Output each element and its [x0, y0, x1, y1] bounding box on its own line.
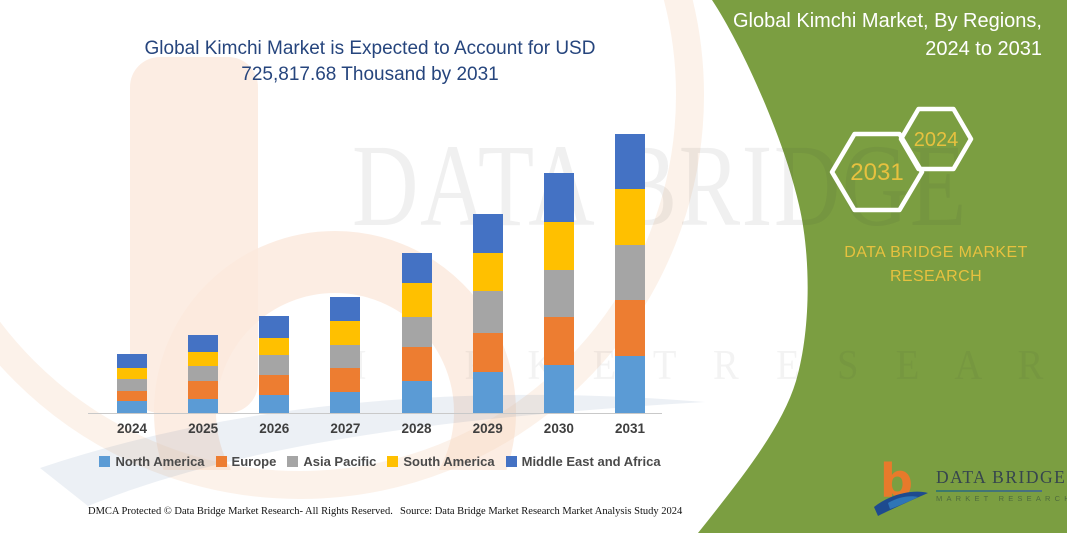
bar-segment-asia-pacific: [188, 366, 219, 382]
x-axis-label-2030: 2030: [543, 421, 574, 436]
legend-swatch-icon: [387, 456, 399, 467]
legend-swatch-icon: [287, 456, 299, 467]
hexagon-2031-label: 2031: [850, 159, 903, 186]
databridge-logo: b DATA BRIDGE MARKET RESEARCH: [872, 455, 1067, 521]
bar-segment-asia-pacific: [543, 269, 574, 318]
legend-label: South America: [403, 454, 495, 469]
x-axis-label-2028: 2028: [401, 421, 432, 436]
legend-item-middle-east-and-africa: Middle East and Africa: [505, 454, 661, 469]
bar-segment-north-america: [330, 392, 361, 413]
bar-segment-asia-pacific: [472, 291, 503, 334]
bar-segment-europe: [543, 317, 574, 365]
hexagon-2031-icon: [829, 131, 925, 213]
bar-segment-south-america: [401, 283, 432, 318]
panel-brand-line1: DATA BRIDGE MARKET: [844, 244, 1028, 261]
bar-2029: [472, 213, 503, 413]
footer-dmca-text: DMCA Protected © Data Bridge Market Rese…: [88, 506, 393, 517]
bar-2030: [543, 173, 574, 413]
legend-item-north-america: North America: [99, 454, 205, 469]
bar-segment-middle-east-and-africa: [614, 134, 645, 190]
bar-segment-north-america: [614, 355, 645, 413]
bar-2026: [259, 316, 290, 413]
bar-segment-middle-east-and-africa: [472, 213, 503, 253]
x-axis-label-2024: 2024: [116, 421, 148, 436]
legend-label: North America: [115, 454, 205, 469]
footer-source-text: Source: Data Bridge Market Research Mark…: [400, 506, 683, 517]
bar-segment-asia-pacific: [117, 379, 147, 391]
x-axis-label-2029: 2029: [472, 421, 503, 436]
bar-2027: [330, 297, 361, 413]
bar-segment-south-america: [472, 252, 503, 292]
x-axis-label-2027: 2027: [330, 421, 361, 436]
bar-segment-south-america: [259, 337, 290, 355]
bar-segment-middle-east-and-africa: [401, 253, 432, 284]
bar-segment-europe: [472, 333, 503, 373]
hexagon-2024-label: 2024: [914, 129, 959, 151]
bar-segment-middle-east-and-africa: [330, 297, 361, 322]
bar-segment-asia-pacific: [259, 354, 290, 376]
bar-segment-north-america: [543, 364, 574, 413]
bar-segment-middle-east-and-africa: [188, 334, 219, 352]
legend-item-asia-pacific: Asia Pacific: [287, 454, 376, 469]
bar-segment-north-america: [117, 400, 147, 413]
chart-title-line2: 725,817.68 Thousand by 2031: [241, 64, 499, 85]
chart-title-line1: Global Kimchi Market is Expected to Acco…: [144, 38, 596, 59]
bar-2024: [117, 354, 147, 413]
bar-2025: [188, 334, 219, 413]
hexagon-2024-badge: 2024: [898, 106, 974, 172]
bar-segment-asia-pacific: [614, 244, 645, 301]
bar-segment-europe: [188, 381, 219, 399]
databridge-logo-subtitle: MARKET RESEARCH: [936, 494, 1067, 503]
bar-2028: [401, 253, 432, 413]
bar-2031: [614, 134, 645, 413]
databridge-logo-text: DATA BRIDGE MARKET RESEARCH: [936, 455, 1067, 503]
x-axis-label-2031: 2031: [614, 421, 645, 436]
bar-segment-asia-pacific: [401, 317, 432, 348]
bar-segment-middle-east-and-africa: [259, 316, 290, 338]
bar-segment-north-america: [188, 399, 219, 413]
panel-title-line1: Global Kimchi Market, By Regions,: [732, 10, 1042, 32]
x-axis-label-2025: 2025: [188, 421, 219, 436]
green-panel-shape: [698, 0, 1067, 533]
hexagon-2031-badge: 2031: [829, 131, 925, 213]
bar-segment-south-america: [117, 368, 147, 380]
legend-swatch-icon: [215, 456, 227, 467]
legend-swatch-icon: [505, 456, 517, 467]
hexagon-badges: 2024 2031: [829, 106, 974, 213]
x-axis-line: [88, 413, 662, 414]
bar-segment-europe: [401, 347, 432, 381]
bar-segment-europe: [117, 390, 147, 401]
legend-label: Asia Pacific: [303, 454, 377, 469]
bar-segment-south-america: [330, 321, 361, 346]
bar-segment-south-america: [614, 189, 645, 245]
legend-item-europe: Europe: [215, 454, 277, 469]
bar-segment-north-america: [472, 372, 503, 413]
databridge-logo-title: DATA BRIDGE: [936, 467, 1067, 487]
panel-brand-line2: RESEARCH: [889, 268, 983, 285]
bar-segment-south-america: [543, 222, 574, 270]
bar-segment-north-america: [401, 380, 432, 413]
legend-label: Europe: [231, 454, 277, 469]
bar-segment-europe: [259, 375, 290, 396]
bar-segment-asia-pacific: [330, 345, 361, 368]
databridge-logo-icon: b: [874, 455, 928, 516]
chart-title: Global Kimchi Market is Expected to Acco…: [95, 36, 645, 88]
panel-title: Global Kimchi Market, By Regions, 2024 t…: [720, 7, 1042, 63]
bar-segment-north-america: [259, 395, 290, 413]
bar-segment-europe: [614, 300, 645, 356]
legend-label: Middle East and Africa: [521, 454, 661, 469]
panel-brand-text: DATA BRIDGE MARKET RESEARCH: [805, 241, 1067, 289]
bar-segment-middle-east-and-africa: [117, 354, 147, 369]
bar-segment-europe: [330, 368, 361, 392]
x-axis-label-2026: 2026: [259, 421, 290, 436]
legend-swatch-icon: [99, 456, 111, 467]
chart-legend: North America Europe Asia Pacific South Ame…: [80, 454, 680, 469]
bar-segment-middle-east-and-africa: [543, 173, 574, 223]
legend-item-south-america: South America: [387, 454, 495, 469]
panel-title-line2: 2024 to 2031: [925, 38, 1042, 60]
databridge-logo-rule: [936, 490, 1042, 492]
bar-segment-south-america: [188, 351, 219, 367]
